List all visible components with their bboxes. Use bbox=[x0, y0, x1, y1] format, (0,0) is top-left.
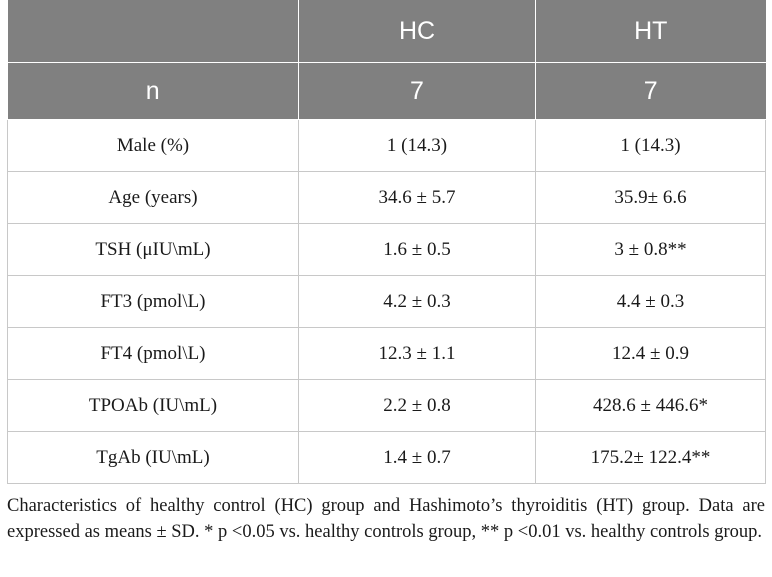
row-label: Male (%) bbox=[7, 119, 299, 172]
hc-value: 4.2 ± 0.3 bbox=[298, 275, 536, 328]
header-row: HC HT bbox=[7, 0, 766, 63]
row-label: TgAb (IU\mL) bbox=[7, 431, 299, 484]
hc-value: 1.6 ± 0.5 bbox=[298, 223, 536, 276]
header-cell-ht: HT bbox=[535, 0, 766, 63]
table-row: FT3 (pmol\L) 4.2 ± 0.3 4.4 ± 0.3 bbox=[7, 275, 766, 328]
characteristics-table-container: HC HT n 7 7 Male (%) 1 (14.3) 1 (14.3) A… bbox=[7, 0, 766, 484]
n-hc: 7 bbox=[298, 62, 536, 120]
table-caption: Characteristics of healthy control (HC) … bbox=[7, 496, 765, 542]
ht-value: 175.2± 122.4** bbox=[535, 431, 766, 484]
row-label: FT3 (pmol\L) bbox=[7, 275, 299, 328]
table-row: TgAb (IU\mL) 1.4 ± 0.7 175.2± 122.4** bbox=[7, 431, 766, 484]
table-row: Male (%) 1 (14.3) 1 (14.3) bbox=[7, 119, 766, 172]
ht-value: 428.6 ± 446.6* bbox=[535, 379, 766, 432]
row-label: FT4 (pmol\L) bbox=[7, 327, 299, 380]
header-cell-empty bbox=[7, 0, 299, 63]
hc-value: 1 (14.3) bbox=[298, 119, 536, 172]
ht-value: 12.4 ± 0.9 bbox=[535, 327, 766, 380]
header-cell-hc: HC bbox=[298, 0, 536, 63]
hc-value: 34.6 ± 5.7 bbox=[298, 171, 536, 224]
table-row: FT4 (pmol\L) 12.3 ± 1.1 12.4 ± 0.9 bbox=[7, 327, 766, 380]
table-row: TSH (μIU\mL) 1.6 ± 0.5 3 ± 0.8** bbox=[7, 223, 766, 276]
row-label: TSH (μIU\mL) bbox=[7, 223, 299, 276]
hc-value: 1.4 ± 0.7 bbox=[298, 431, 536, 484]
table-row: Age (years) 34.6 ± 5.7 35.9± 6.6 bbox=[7, 171, 766, 224]
ht-value: 4.4 ± 0.3 bbox=[535, 275, 766, 328]
ht-value: 3 ± 0.8** bbox=[535, 223, 766, 276]
row-label: TPOAb (IU\mL) bbox=[7, 379, 299, 432]
n-ht: 7 bbox=[535, 62, 766, 120]
ht-value: 35.9± 6.6 bbox=[535, 171, 766, 224]
row-label: Age (years) bbox=[7, 171, 299, 224]
hc-value: 2.2 ± 0.8 bbox=[298, 379, 536, 432]
table-body: Male (%) 1 (14.3) 1 (14.3) Age (years) 3… bbox=[7, 119, 766, 484]
characteristics-table: HC HT n 7 7 Male (%) 1 (14.3) 1 (14.3) A… bbox=[7, 0, 766, 484]
hc-value: 12.3 ± 1.1 bbox=[298, 327, 536, 380]
n-row: n 7 7 bbox=[7, 62, 766, 120]
table-header: HC HT n 7 7 bbox=[7, 0, 766, 120]
table-row: TPOAb (IU\mL) 2.2 ± 0.8 428.6 ± 446.6* bbox=[7, 379, 766, 432]
ht-value: 1 (14.3) bbox=[535, 119, 766, 172]
n-label: n bbox=[7, 62, 299, 120]
